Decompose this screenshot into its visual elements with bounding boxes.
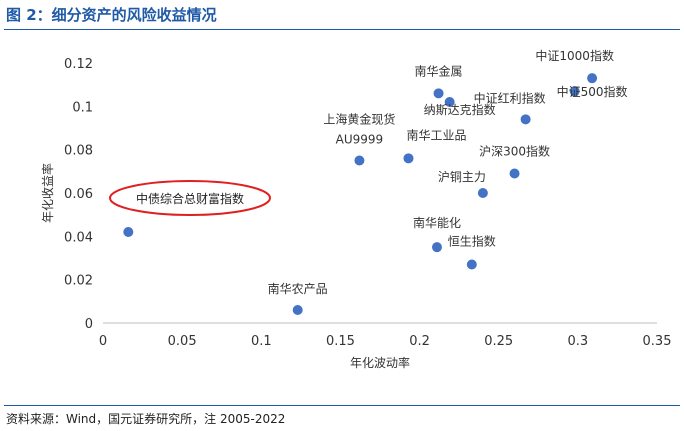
- point-label: 纳斯达克指数: [424, 102, 496, 117]
- title-divider: [4, 29, 680, 30]
- y-tick-label: 0.02: [64, 274, 93, 289]
- point-label: 恒生指数: [448, 234, 496, 249]
- data-point: [292, 305, 303, 315]
- x-tick-label: 0: [99, 334, 107, 349]
- y-tick-label: 0.08: [64, 144, 93, 159]
- data-point: [431, 242, 442, 253]
- figure-title: 图 2：细分资产的风险收益情况: [6, 6, 217, 24]
- source-note: 资料来源：Wind，国元证券研究所，注 2005-2022: [6, 412, 286, 426]
- point-label: 南华工业品: [406, 127, 466, 142]
- data-point: [444, 97, 455, 107]
- x-tick-label: 0.15: [326, 334, 355, 349]
- x-tick-label: 0.3: [568, 334, 589, 349]
- data-point: [509, 168, 520, 179]
- data-point: [477, 188, 488, 198]
- y-tick-label: 0.1: [72, 100, 93, 115]
- y-tick-label: 0.06: [64, 187, 93, 202]
- x-tick-label: 0.25: [484, 334, 513, 349]
- point-label: AU9999: [336, 133, 384, 147]
- point-label: 沪铜主力: [438, 169, 486, 184]
- highlight-ellipse: [109, 180, 271, 216]
- x-tick-label: 0.35: [643, 334, 672, 349]
- data-point: [123, 227, 134, 237]
- x-tick-label: 0.05: [168, 334, 197, 349]
- point-label: 南华金属: [415, 63, 463, 78]
- point-label: 中证500指数: [557, 84, 628, 99]
- point-label: 中证1000指数: [535, 48, 614, 63]
- highlighted-point-label: 中债综合总财富指数: [136, 191, 244, 206]
- chart-axes: 0 0.02 0.04 0.06 0.08 0.1 0.12 0 0.05 0.1 0.15 0.2 0…: [40, 57, 671, 370]
- data-point: [520, 114, 531, 125]
- point-label: 南华能化: [413, 215, 461, 230]
- data-point: [354, 155, 365, 166]
- data-point: [433, 88, 444, 99]
- data-point: [466, 259, 477, 270]
- x-tick-label: 0.2: [409, 334, 430, 349]
- point-label: 沪深300指数: [479, 144, 550, 159]
- chart-points: [123, 73, 598, 315]
- source-divider: [4, 405, 680, 406]
- y-axis-title: 年化收益率: [40, 163, 55, 223]
- x-axis-title: 年化波动率: [350, 355, 410, 370]
- scatter-chart: 0 0.02 0.04 0.06 0.08 0.1 0.12 0 0.05 0.1 0.15 0.2 0…: [40, 48, 671, 370]
- y-tick-label: 0.04: [64, 230, 93, 245]
- chart-point-labels: 南华农产品 上海黄金现货 AU9999 南华工业品 南华金属纳斯达克指数南华能化恒生指数…: [268, 48, 628, 296]
- y-tick-label: 0.12: [64, 57, 93, 72]
- data-point: [569, 86, 580, 97]
- x-tick-label: 0.1: [251, 334, 272, 349]
- point-label: 上海黄金现货: [323, 112, 395, 127]
- point-label: 南华农产品: [268, 281, 328, 296]
- data-point: [587, 73, 598, 84]
- point-label: 中证红利指数: [474, 90, 546, 105]
- y-tick-label: 0: [85, 317, 93, 332]
- highlight-annotation: 中债综合总财富指数: [109, 180, 271, 216]
- data-point: [403, 153, 414, 164]
